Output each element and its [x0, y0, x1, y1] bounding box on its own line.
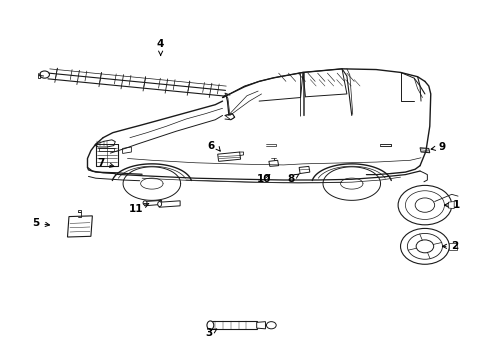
Ellipse shape [158, 202, 161, 207]
Circle shape [415, 240, 433, 253]
Text: 8: 8 [286, 174, 299, 184]
Polygon shape [217, 152, 240, 161]
Polygon shape [210, 321, 256, 329]
Text: 4: 4 [157, 40, 164, 55]
Text: 11: 11 [129, 203, 148, 215]
Polygon shape [299, 166, 309, 174]
Polygon shape [448, 243, 456, 250]
Polygon shape [159, 201, 180, 207]
Polygon shape [256, 321, 265, 329]
Polygon shape [67, 216, 92, 237]
Polygon shape [379, 144, 390, 145]
Circle shape [400, 228, 448, 264]
Text: 7: 7 [97, 158, 114, 168]
Polygon shape [122, 147, 131, 153]
Ellipse shape [143, 201, 147, 205]
Text: 9: 9 [430, 142, 445, 152]
Polygon shape [78, 210, 81, 212]
Circle shape [405, 191, 444, 220]
Circle shape [397, 185, 451, 225]
Text: 5: 5 [32, 218, 49, 228]
Text: 10: 10 [256, 174, 271, 184]
Polygon shape [224, 114, 234, 120]
Polygon shape [268, 160, 278, 166]
Circle shape [414, 198, 434, 212]
Circle shape [266, 321, 276, 329]
Polygon shape [419, 148, 429, 153]
Text: 1: 1 [444, 200, 459, 210]
Polygon shape [447, 202, 453, 209]
Circle shape [40, 71, 49, 78]
Text: 2: 2 [442, 241, 458, 251]
Circle shape [407, 233, 442, 259]
Ellipse shape [206, 321, 213, 329]
Text: 6: 6 [207, 141, 220, 151]
Polygon shape [144, 201, 161, 206]
Polygon shape [95, 140, 115, 147]
Text: 3: 3 [205, 328, 216, 338]
